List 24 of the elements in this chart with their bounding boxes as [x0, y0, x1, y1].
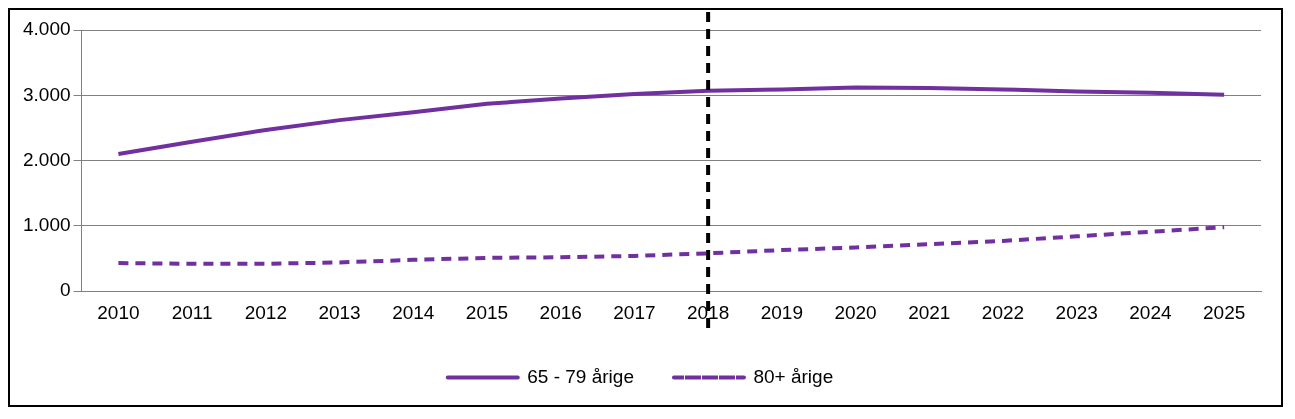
x-tick-label: 2016	[539, 301, 582, 323]
x-tick-label: 2015	[465, 301, 509, 323]
x-tick-label: 2017	[613, 301, 656, 323]
x-tick-label: 2023	[1055, 301, 1098, 323]
x-tick-label: 2024	[1129, 301, 1172, 323]
x-tick-label: 2025	[1203, 301, 1246, 323]
y-tick-label: 4.000	[23, 18, 71, 40]
y-tick-label: 3.000	[23, 83, 71, 105]
line-series	[116, 225, 1227, 266]
x-tick-label: 2020	[834, 301, 877, 323]
x-tick-label: 2014	[392, 301, 435, 323]
x-tick-label: 2011	[171, 301, 213, 323]
y-tick-label: 1.000	[23, 214, 71, 236]
x-tick-label: 2012	[244, 301, 287, 323]
x-tick-label: 2021	[908, 301, 951, 323]
y-tick-label: 2.000	[23, 148, 71, 170]
x-tick-label: 2019	[760, 301, 803, 323]
legend-label: 65 - 79 årige	[527, 365, 634, 387]
x-tick-label: 2022	[981, 301, 1025, 323]
x-tick-label: 2013	[318, 301, 361, 323]
x-tick-label: 2010	[97, 301, 140, 323]
y-tick-label: 0	[59, 279, 71, 301]
x-tick-label: 2018	[686, 301, 730, 323]
legend-label: 80+ årige	[753, 365, 834, 387]
